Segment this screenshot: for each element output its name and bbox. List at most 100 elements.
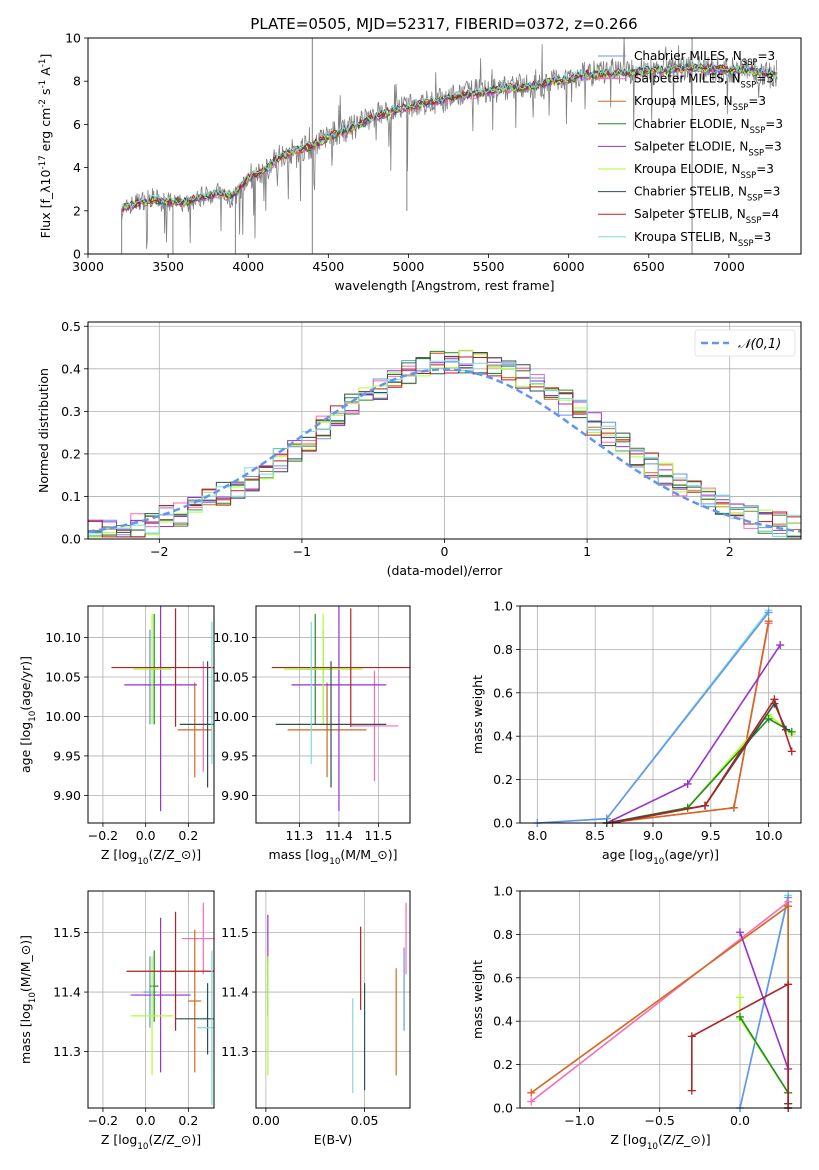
weight-marker	[764, 617, 773, 626]
errorbar-point-2	[177, 682, 212, 778]
weight-line	[739, 1016, 789, 1094]
plot-area	[126, 902, 214, 1106]
x-axis-label: wavelength [Angstrom, rest frame]	[334, 278, 554, 293]
y-tick-label: 0.8	[493, 642, 513, 657]
x-tick-label: 3500	[152, 259, 184, 274]
y-tick-label: 0.6	[493, 970, 513, 985]
y-tick-label: 2	[73, 203, 81, 218]
y-tick-label: 0.4	[61, 361, 81, 376]
y-tick-label: 8	[73, 74, 81, 89]
y-tick-label: 9.90	[221, 788, 249, 803]
plot-area	[271, 606, 410, 812]
y-axis-label: mass [log10(M/M_⊙)]	[18, 935, 38, 1064]
legend-entry: Salpeter ELODIE, NSSP=3	[634, 139, 782, 157]
weight-line	[612, 697, 793, 824]
axes-frame	[87, 37, 802, 255]
legend-entry: Chabrier STELIB, NSSP=3	[634, 185, 780, 203]
x-tick-label: 1	[583, 544, 591, 559]
plot-area	[121, 38, 778, 254]
x-tick-label: 8.0	[527, 828, 547, 843]
weight-marker	[701, 801, 710, 810]
legend: Chabrier MILES, NSSP=3 Salpeter MILES, NS…	[598, 49, 783, 248]
weight-marker	[735, 928, 744, 937]
x-tick-label: 10.0	[755, 828, 783, 843]
axes-frame	[87, 605, 215, 824]
axes-frame	[87, 890, 215, 1109]
legend-entry: Kroupa ELODIE, NSSP=3	[634, 162, 774, 180]
errorbar-point-7	[271, 608, 410, 727]
x-tick-label: −1.0	[564, 1113, 594, 1128]
y-tick-label: 11.3	[221, 1044, 249, 1059]
y-tick-label: 9.95	[221, 748, 249, 763]
errorbar-point-2	[287, 682, 367, 778]
x-tick-label: −0.5	[645, 1113, 675, 1128]
weight-marker	[687, 1032, 696, 1041]
y-tick-label: 9.95	[53, 748, 81, 763]
errorbar-point-1	[350, 670, 399, 782]
y-tick-label: 11.5	[221, 925, 249, 940]
y-tick-label: 0	[73, 247, 81, 262]
weight-marker	[729, 803, 738, 812]
legend-entry: Salpeter MILES, NSSP=3	[634, 72, 774, 90]
weight-line	[606, 621, 770, 824]
x-tick-label: −0.2	[88, 1113, 118, 1128]
panel-age-vs-mass: 11.3 11.4 11.5 9.90 9.95 10.00 10.05 10.10 mass …	[213, 605, 411, 867]
weight-marker	[764, 608, 773, 617]
x-tick-label: 2	[726, 544, 734, 559]
legend-box	[694, 329, 796, 357]
x-tick-label: 0.05	[351, 1113, 379, 1128]
y-axis-label: Flux [f_λ10-17 erg cm-2 s-1 A-1]	[38, 54, 53, 239]
y-tick-label: 10	[65, 31, 81, 46]
y-tick-label: 1.0	[493, 884, 513, 899]
weight-series-1	[533, 608, 773, 827]
x-tick-label: 0.00	[252, 1113, 280, 1128]
x-tick-label: 3000	[72, 259, 104, 274]
panel-mass-vs-Z: −0.2 0.0 0.2 11.3 11.4 11.5 Z [log10(Z/Z_⊙)] ma…	[18, 890, 215, 1152]
x-axis-label: Z [log10(Z/Z_⊙)]	[101, 1132, 201, 1152]
y-tick-label: 11.4	[53, 985, 81, 1000]
errorbar-point-3	[149, 950, 159, 1022]
y-tick-label: 0.8	[493, 927, 513, 942]
y-tick-label: 10.05	[213, 670, 249, 685]
legend-entry: Salpeter STELIB, NSSP=4	[634, 207, 779, 225]
y-tick-label: 0.4	[493, 1014, 513, 1029]
errorbar-point-5	[283, 613, 363, 725]
weight-series-2	[602, 619, 773, 827]
x-tick-label: 8.5	[585, 828, 605, 843]
weight-marker	[735, 993, 744, 1002]
errorbar-point-5	[130, 956, 174, 1076]
weight-marker	[784, 902, 793, 911]
normal-curve	[88, 368, 801, 533]
figure-title: PLATE=0505, MJD=52317, FIBERID=0372, z=0…	[250, 15, 637, 33]
errorbar-point-7	[111, 608, 214, 727]
x-tick-label: 0.2	[178, 1113, 198, 1128]
axes-frame	[255, 890, 411, 1109]
errorbar-point-6	[179, 661, 214, 788]
legend-entry: Chabrier MILES, NSSP=3	[634, 49, 775, 67]
errorbar-point-1	[181, 902, 214, 975]
y-tick-label: 0.2	[61, 446, 81, 461]
axes-frame	[519, 605, 802, 824]
y-tick-label: 0.0	[61, 532, 81, 547]
weight-marker	[764, 714, 773, 723]
x-axis-label: Z [log10(Z/Z_⊙)]	[610, 1132, 710, 1152]
x-tick-label: 9.0	[643, 828, 663, 843]
weight-marker	[683, 779, 692, 788]
x-axis-label: mass [log10(M/M_⊙)]	[268, 847, 397, 867]
panel-age-vs-Z: −0.2 0.0 0.2 9.90 9.95 10.00 10.05 10.10 Z [log1…	[18, 605, 215, 867]
y-tick-label: 6	[73, 117, 81, 132]
x-tick-label: 5500	[473, 259, 505, 274]
y-tick-label: 10.00	[45, 709, 81, 724]
x-tick-label: −2	[150, 544, 168, 559]
y-tick-label: 0.5	[61, 319, 81, 334]
weight-line	[690, 982, 790, 1108]
chart-layer: 3000 3500 4000 4500 5000 5500 6000 6500 7000 0 2 4 6…	[18, 31, 802, 1152]
y-axis-label: mass weight	[470, 675, 485, 754]
panel-weight-vs-Z: −1.0 −0.5 0.0 0.0 0.2 0.4 0.6 0.8 1.0 Z [log10(Z/…	[470, 884, 802, 1152]
y-tick-label: 0.1	[61, 489, 81, 504]
x-tick-label: −0.2	[88, 828, 118, 843]
errorbar-point-6	[175, 983, 214, 1055]
y-axis-label: age [log10(age/yr)]	[18, 656, 38, 773]
x-axis-label: E(B-V)	[314, 1132, 353, 1147]
weight-series-4	[602, 641, 785, 827]
